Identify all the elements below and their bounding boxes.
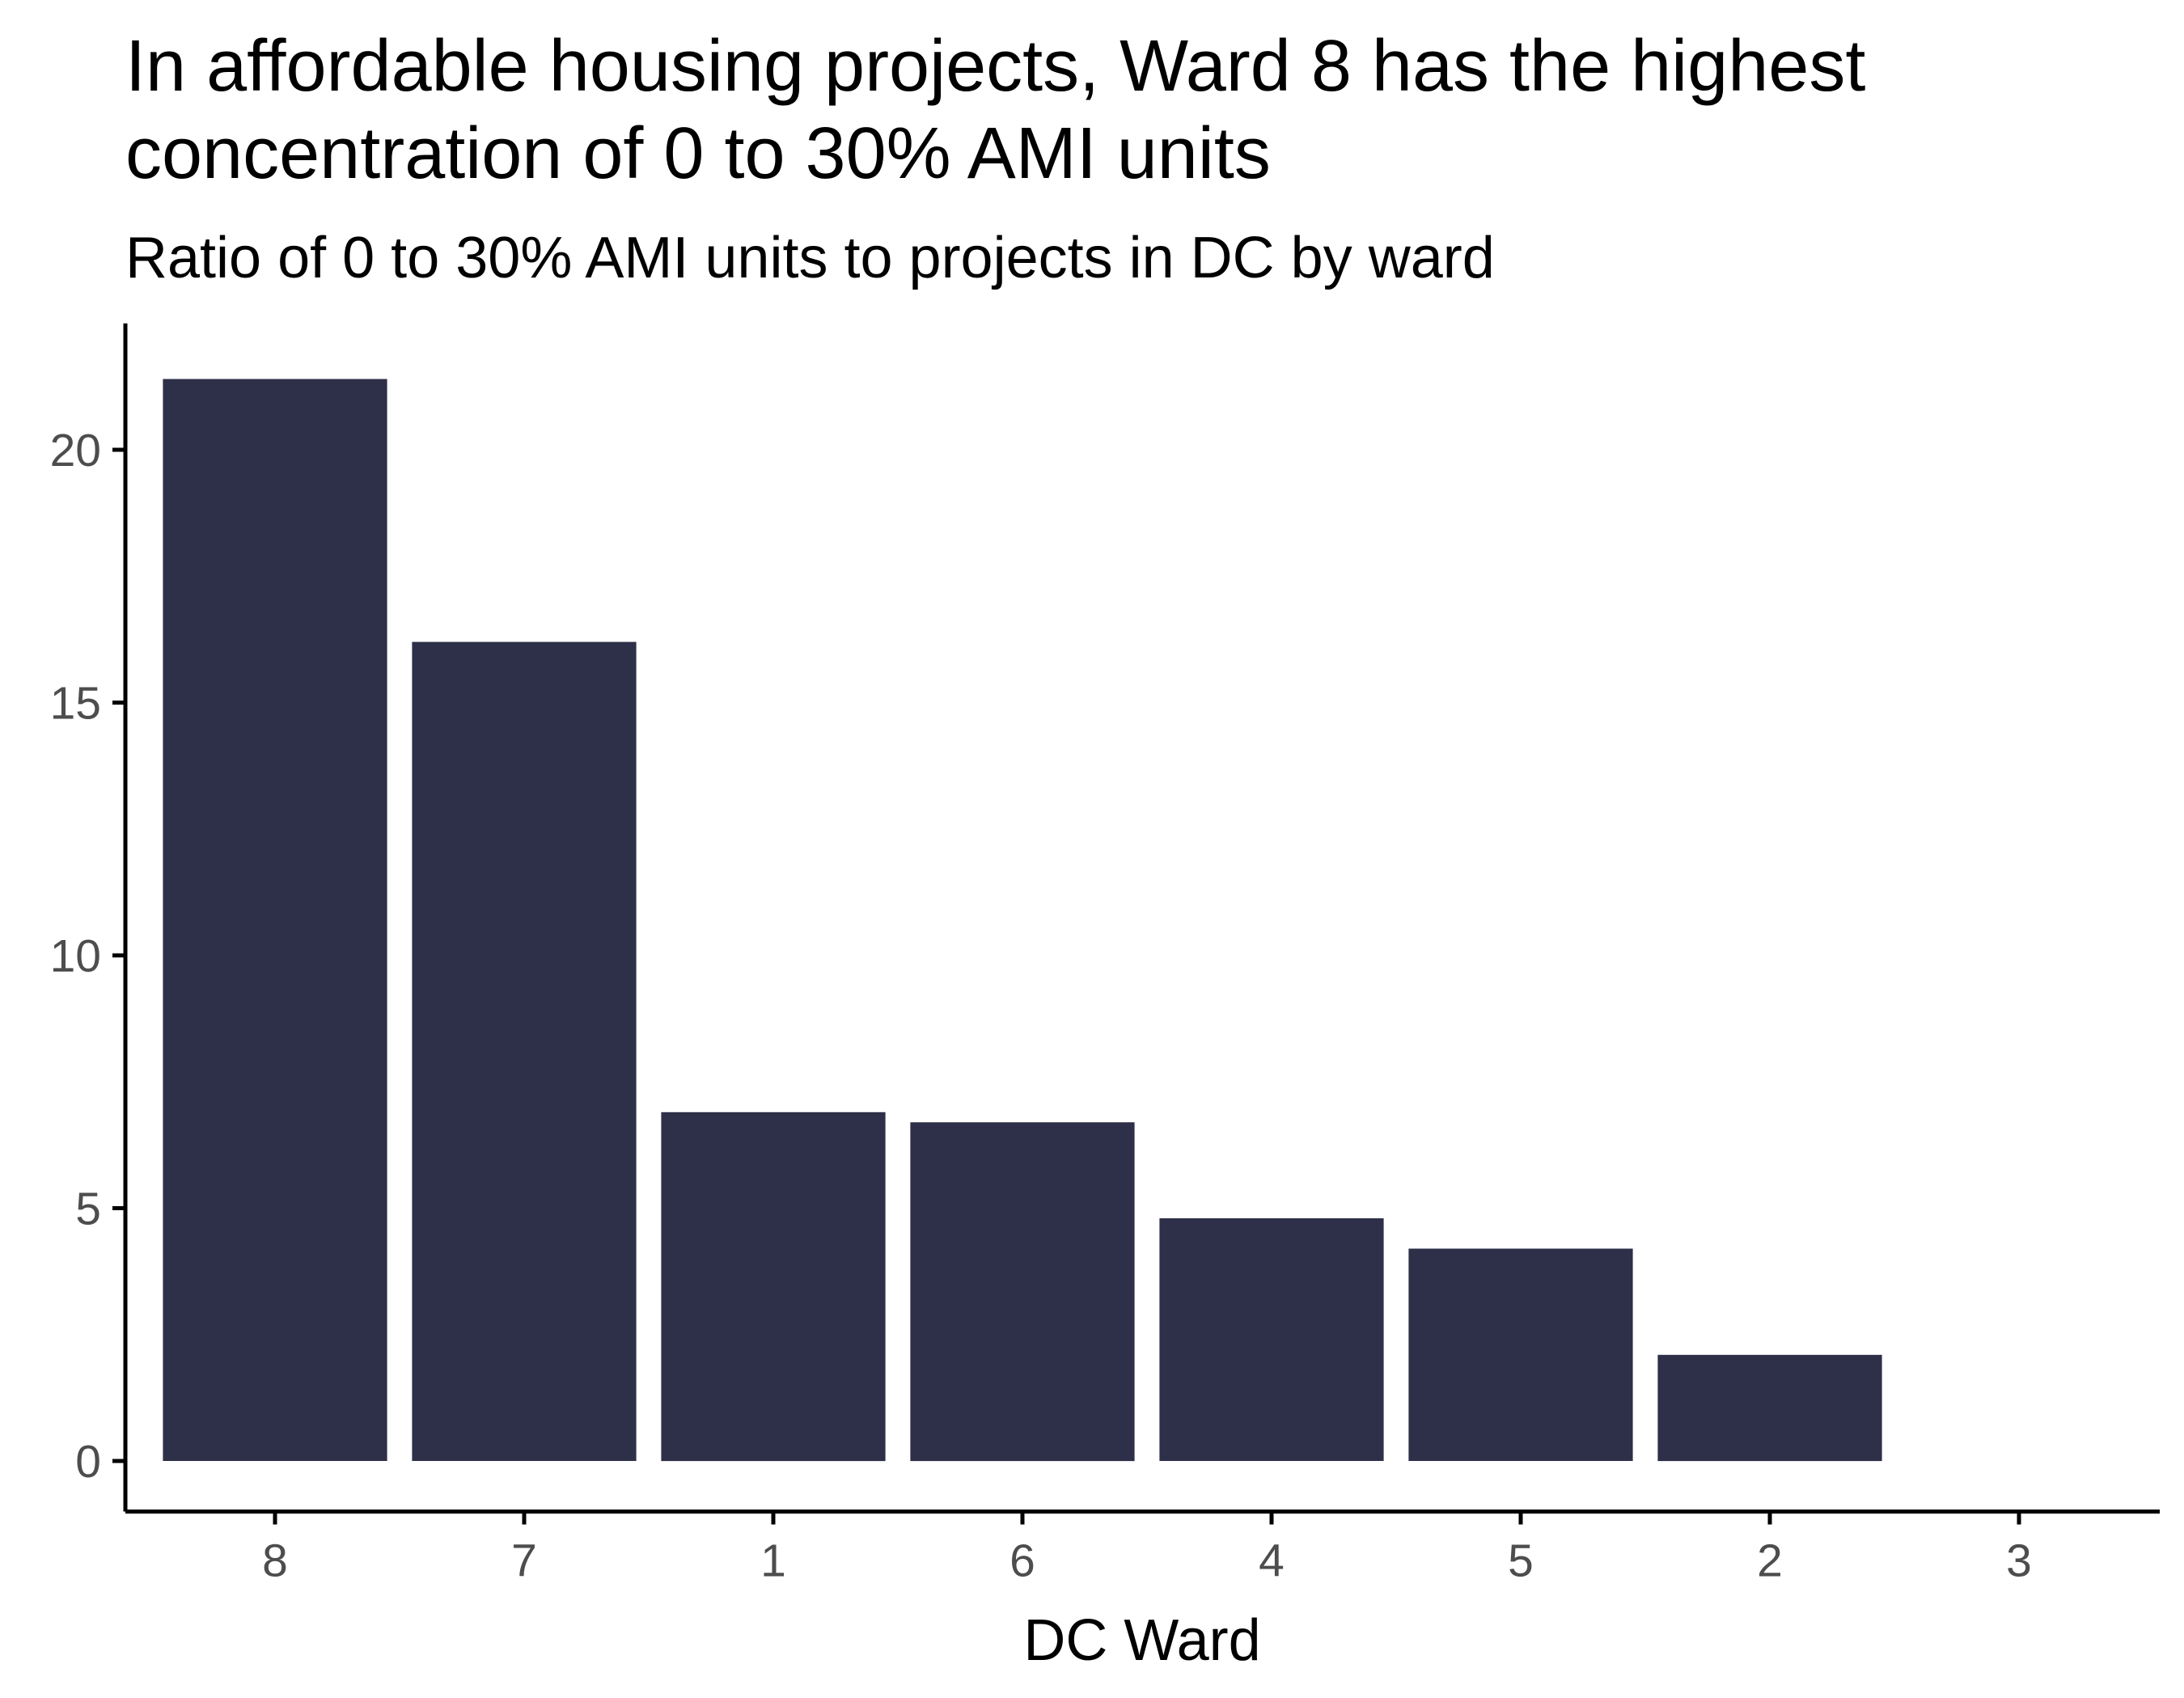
y-tick-label-15: 15: [50, 678, 101, 730]
y-tick-label-20: 20: [50, 425, 101, 476]
x-axis: 8 7 1 6 4 5 2 3: [125, 1510, 2160, 1587]
y-tick-label-5: 5: [75, 1184, 101, 1235]
x-tick-label-7: 7: [511, 1535, 537, 1587]
chart-title-line-1: In affordable housing projects, Ward 8 h…: [125, 26, 1865, 107]
x-axis-title: DC Ward: [1023, 1608, 1260, 1673]
x-tick-label-6: 6: [1009, 1535, 1035, 1587]
bar-ward-1: [661, 1112, 886, 1462]
x-tick-label-4: 4: [1259, 1535, 1285, 1587]
x-tick-label-2: 2: [1757, 1535, 1783, 1587]
y-tick-label-10: 10: [50, 930, 101, 982]
bar-ward-7: [412, 642, 637, 1461]
x-tick-label-5: 5: [1508, 1535, 1534, 1587]
chart-subtitle: Ratio of 0 to 30% AMI units to projects …: [125, 226, 1495, 290]
x-tick-label-1: 1: [760, 1535, 786, 1587]
y-axis: 0 5 10 15 20: [50, 323, 128, 1512]
x-tick-label-8: 8: [262, 1535, 288, 1587]
y-tick-label-0: 0: [75, 1436, 101, 1488]
bar-ward-5: [1408, 1248, 1633, 1461]
bar-ward-2: [1657, 1354, 1882, 1462]
bars-group: [163, 379, 1882, 1462]
bar-ward-8: [163, 379, 387, 1461]
chart-title-line-2: concentration of 0 to 30% AMI units: [125, 113, 1271, 194]
bar-ward-6: [910, 1122, 1135, 1462]
bar-ward-4: [1159, 1218, 1384, 1461]
x-tick-label-3: 3: [2006, 1535, 2032, 1587]
